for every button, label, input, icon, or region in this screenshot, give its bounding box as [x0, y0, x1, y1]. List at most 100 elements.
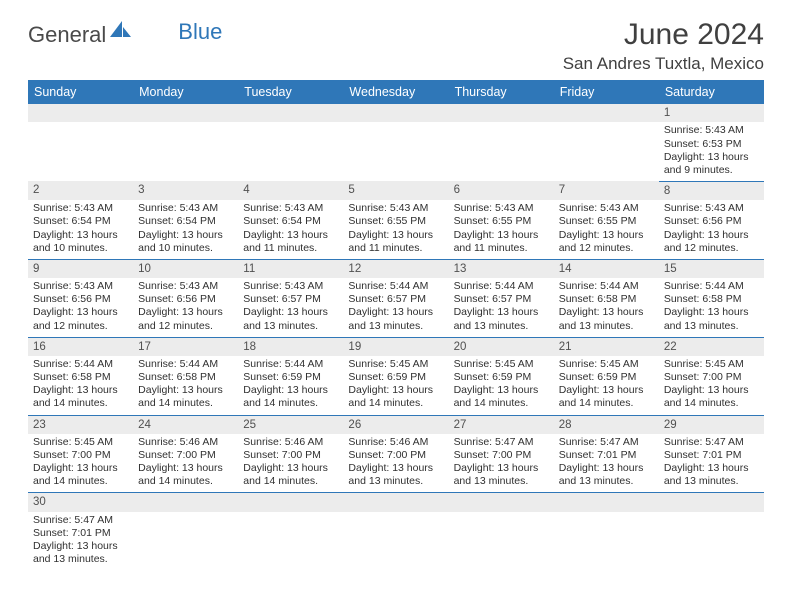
day-details: Sunrise: 5:43 AMSunset: 6:54 PMDaylight:…	[133, 200, 238, 259]
day-details: Sunrise: 5:45 AMSunset: 7:00 PMDaylight:…	[659, 356, 764, 415]
day-number: 12	[343, 259, 448, 278]
day-details	[133, 122, 238, 181]
day-number: 13	[449, 259, 554, 278]
day-number: 18	[238, 337, 343, 356]
title-block: June 2024 San Andres Tuxtla, Mexico	[563, 18, 764, 74]
day-details: Sunrise: 5:44 AMSunset: 6:57 PMDaylight:…	[343, 278, 448, 337]
day-details: Sunrise: 5:46 AMSunset: 7:00 PMDaylight:…	[238, 434, 343, 493]
day-number: 7	[554, 181, 659, 200]
day-number	[238, 493, 343, 512]
day-details: Sunrise: 5:43 AMSunset: 6:57 PMDaylight:…	[238, 278, 343, 337]
day-number: 10	[133, 259, 238, 278]
day-details: Sunrise: 5:44 AMSunset: 6:58 PMDaylight:…	[554, 278, 659, 337]
day-details: Sunrise: 5:44 AMSunset: 6:58 PMDaylight:…	[28, 356, 133, 415]
sail-icon	[108, 19, 132, 45]
day-details: Sunrise: 5:47 AMSunset: 7:01 PMDaylight:…	[554, 434, 659, 493]
day-details: Sunrise: 5:44 AMSunset: 6:58 PMDaylight:…	[659, 278, 764, 337]
day-number: 6	[449, 181, 554, 200]
daynum-row: 30	[28, 493, 764, 512]
day-details	[343, 512, 448, 571]
day-details: Sunrise: 5:43 AMSunset: 6:54 PMDaylight:…	[238, 200, 343, 259]
day-details	[238, 512, 343, 571]
day-number: 28	[554, 415, 659, 434]
day-number: 17	[133, 337, 238, 356]
day-number: 2	[28, 181, 133, 200]
header: General Blue June 2024 San Andres Tuxtla…	[28, 18, 764, 74]
month-title: June 2024	[563, 18, 764, 52]
day-number: 14	[554, 259, 659, 278]
day-details	[28, 122, 133, 181]
calendar-body: 1Sunrise: 5:43 AMSunset: 6:53 PMDaylight…	[28, 104, 764, 570]
day-header: Saturday	[659, 80, 764, 104]
day-number: 11	[238, 259, 343, 278]
day-details: Sunrise: 5:43 AMSunset: 6:56 PMDaylight:…	[28, 278, 133, 337]
detail-row: Sunrise: 5:47 AMSunset: 7:01 PMDaylight:…	[28, 512, 764, 571]
day-details	[343, 122, 448, 181]
day-number: 20	[449, 337, 554, 356]
day-details	[449, 512, 554, 571]
detail-row: Sunrise: 5:43 AMSunset: 6:53 PMDaylight:…	[28, 122, 764, 181]
day-details: Sunrise: 5:43 AMSunset: 6:54 PMDaylight:…	[28, 200, 133, 259]
day-header: Monday	[133, 80, 238, 104]
day-number: 23	[28, 415, 133, 434]
daynum-row: 9101112131415	[28, 259, 764, 278]
day-number	[28, 104, 133, 122]
day-details: Sunrise: 5:44 AMSunset: 6:58 PMDaylight:…	[133, 356, 238, 415]
day-details: Sunrise: 5:43 AMSunset: 6:55 PMDaylight:…	[343, 200, 448, 259]
day-number	[659, 493, 764, 512]
daynum-row: 16171819202122	[28, 337, 764, 356]
day-number	[238, 104, 343, 122]
day-details: Sunrise: 5:43 AMSunset: 6:56 PMDaylight:…	[133, 278, 238, 337]
day-header: Wednesday	[343, 80, 448, 104]
day-details	[554, 512, 659, 571]
day-number	[133, 104, 238, 122]
day-number: 21	[554, 337, 659, 356]
day-number: 16	[28, 337, 133, 356]
day-number: 9	[28, 259, 133, 278]
location: San Andres Tuxtla, Mexico	[563, 54, 764, 74]
day-number	[449, 493, 554, 512]
logo-text-blue: Blue	[178, 19, 222, 45]
day-number	[343, 104, 448, 122]
day-number: 24	[133, 415, 238, 434]
day-details: Sunrise: 5:43 AMSunset: 6:55 PMDaylight:…	[449, 200, 554, 259]
day-number: 8	[659, 181, 764, 200]
detail-row: Sunrise: 5:45 AMSunset: 7:00 PMDaylight:…	[28, 434, 764, 493]
day-number: 26	[343, 415, 448, 434]
day-details: Sunrise: 5:44 AMSunset: 6:59 PMDaylight:…	[238, 356, 343, 415]
day-details: Sunrise: 5:46 AMSunset: 7:00 PMDaylight:…	[343, 434, 448, 493]
daynum-row: 23242526272829	[28, 415, 764, 434]
day-details: Sunrise: 5:47 AMSunset: 7:00 PMDaylight:…	[449, 434, 554, 493]
day-details: Sunrise: 5:47 AMSunset: 7:01 PMDaylight:…	[28, 512, 133, 571]
calendar-table: Sunday Monday Tuesday Wednesday Thursday…	[28, 80, 764, 570]
day-number: 1	[659, 104, 764, 122]
day-number	[554, 493, 659, 512]
day-details: Sunrise: 5:43 AMSunset: 6:55 PMDaylight:…	[554, 200, 659, 259]
day-details: Sunrise: 5:45 AMSunset: 6:59 PMDaylight:…	[343, 356, 448, 415]
day-details: Sunrise: 5:47 AMSunset: 7:01 PMDaylight:…	[659, 434, 764, 493]
day-details: Sunrise: 5:43 AMSunset: 6:56 PMDaylight:…	[659, 200, 764, 259]
detail-row: Sunrise: 5:43 AMSunset: 6:56 PMDaylight:…	[28, 278, 764, 337]
day-details	[659, 512, 764, 571]
daynum-row: 2345678	[28, 181, 764, 200]
detail-row: Sunrise: 5:44 AMSunset: 6:58 PMDaylight:…	[28, 356, 764, 415]
day-details: Sunrise: 5:46 AMSunset: 7:00 PMDaylight:…	[133, 434, 238, 493]
day-number: 4	[238, 181, 343, 200]
day-number	[449, 104, 554, 122]
day-details: Sunrise: 5:44 AMSunset: 6:57 PMDaylight:…	[449, 278, 554, 337]
day-number: 29	[659, 415, 764, 434]
logo-text-general: General	[28, 22, 106, 48]
day-details	[554, 122, 659, 181]
daynum-row: 1	[28, 104, 764, 122]
day-number: 30	[28, 493, 133, 512]
day-header-row: Sunday Monday Tuesday Wednesday Thursday…	[28, 80, 764, 104]
day-header: Sunday	[28, 80, 133, 104]
day-number: 3	[133, 181, 238, 200]
day-header: Thursday	[449, 80, 554, 104]
day-details: Sunrise: 5:43 AMSunset: 6:53 PMDaylight:…	[659, 122, 764, 181]
day-number	[133, 493, 238, 512]
day-number	[343, 493, 448, 512]
detail-row: Sunrise: 5:43 AMSunset: 6:54 PMDaylight:…	[28, 200, 764, 259]
day-details: Sunrise: 5:45 AMSunset: 7:00 PMDaylight:…	[28, 434, 133, 493]
day-details	[238, 122, 343, 181]
